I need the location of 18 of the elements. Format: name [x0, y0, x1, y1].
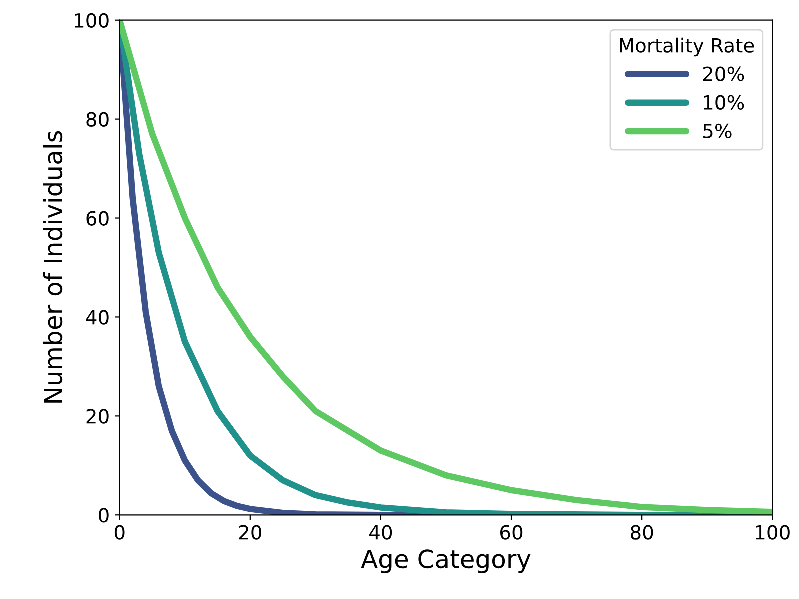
- x-tick-label: 80: [631, 525, 654, 540]
- x-axis-title: Age Category: [361, 550, 531, 574]
- x-tick-label: 60: [500, 525, 523, 540]
- y-tick-label: 80: [86, 112, 109, 127]
- x-tick-label: 40: [370, 525, 392, 540]
- y-tick-label: 20: [86, 409, 109, 424]
- legend-label: 10%: [704, 95, 744, 110]
- y-tick-label: 40: [86, 310, 109, 325]
- x-tick-label: 100: [756, 525, 790, 540]
- y-tick-label: 0: [99, 508, 109, 523]
- x-tick-label: 20: [239, 525, 262, 540]
- legend-label: 20%: [703, 66, 744, 82]
- legend-title: Mortality Rate: [620, 38, 754, 57]
- y-tick-label: 60: [86, 211, 109, 226]
- y-axis-title: Number of Individuals: [43, 131, 63, 403]
- y-tick-label: 100: [75, 13, 109, 28]
- x-tick-label: 0: [114, 525, 125, 540]
- legend-label: 5%: [704, 124, 732, 139]
